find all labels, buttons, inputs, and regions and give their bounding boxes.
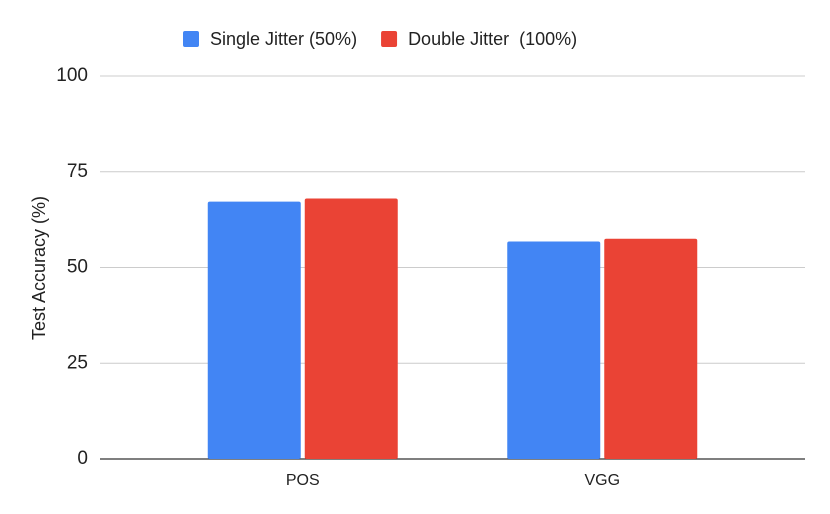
y-tick-label: 50 [67, 257, 88, 278]
y-tick-label: 75 [67, 161, 88, 182]
y-axis-title: Test Accuracy (%) [29, 196, 49, 340]
legend-label: Single Jitter (50%) [210, 29, 357, 49]
legend-label: Double Jitter (100%) [408, 29, 577, 49]
y-tick-label: 100 [56, 65, 88, 86]
bar [304, 198, 398, 459]
legend-swatch [381, 31, 398, 47]
legend-swatch [183, 31, 199, 47]
bar [604, 238, 698, 459]
x-tick-label: POS [286, 472, 320, 489]
y-tick-label: 0 [77, 448, 88, 469]
x-tick-label: VGG [584, 472, 620, 489]
bar [207, 201, 301, 459]
bar [507, 241, 601, 459]
y-tick-label: 25 [67, 352, 88, 373]
